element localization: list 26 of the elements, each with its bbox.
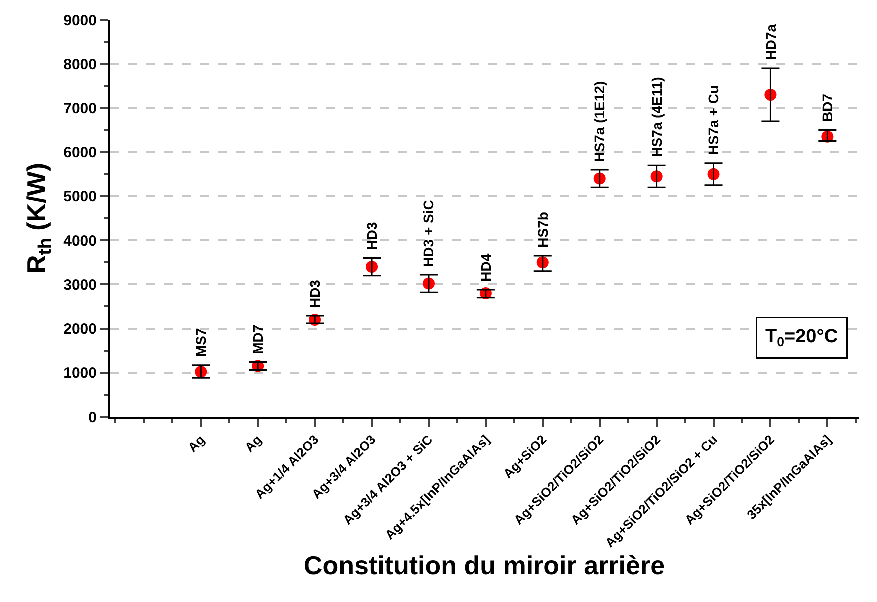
data-label: HS7a (4E11) <box>649 77 666 158</box>
data-label: MS7 <box>193 328 210 358</box>
y-tick-label: 4000 <box>64 232 97 250</box>
data-label: HD3 <box>307 280 324 308</box>
x-axis-title: Constitution du miroir arrière <box>304 550 666 580</box>
data-label: HS7a + Cu <box>705 85 722 156</box>
data-label: HD4 <box>478 254 494 282</box>
data-label: MD7 <box>250 324 266 354</box>
y-tick-label: 1000 <box>64 365 97 382</box>
y-tick-label: 0 <box>88 409 97 426</box>
y-tick-label: 5000 <box>64 188 97 206</box>
data-label: HD7a <box>763 24 780 60</box>
data-label: HD3 <box>364 222 380 250</box>
y-tick-label: 3000 <box>64 276 97 294</box>
y-tick-label: 8000 <box>64 56 97 74</box>
data-label: HS7b <box>534 212 551 248</box>
annotation: T$_{0}$=20°C <box>766 326 838 350</box>
y-tick-label: 7000 <box>64 100 97 118</box>
x-tick-label: Ag <box>242 432 265 456</box>
y-tick-label: 2000 <box>64 321 97 338</box>
y-tick-label: 9000 <box>64 12 97 30</box>
data-label: BD7 <box>819 94 836 122</box>
data-label: HD3 + SiC <box>420 200 437 268</box>
data-label: HS7a (1E12) <box>591 81 608 162</box>
x-tick-label: Ag <box>184 432 208 456</box>
y-tick-label: 6000 <box>64 144 97 162</box>
